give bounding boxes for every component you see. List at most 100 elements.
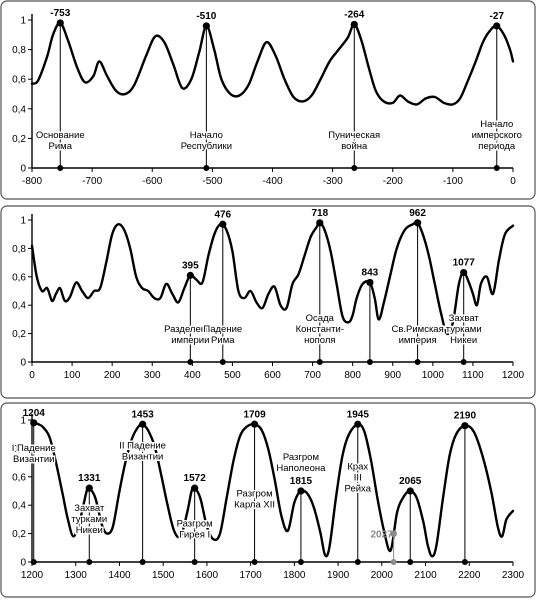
event-label: Осада Константи-нополя (296, 313, 344, 346)
peak-point (56, 19, 64, 27)
peak-point (366, 278, 374, 287)
event-label-line: II Падение (119, 440, 166, 451)
x-tick-label: 1100 (462, 370, 484, 381)
peak-point (461, 422, 469, 430)
x-tick-label: 1200 (21, 570, 44, 581)
x-tick-label: 0 (510, 176, 516, 187)
panel-frame (0, 0, 536, 200)
peak-label: 476 (214, 209, 231, 220)
chart-panel-1: 0 0,2 0,4 0,6 0,8 1 -800 -700 -600 -500 -400 -300 -2… (0, 0, 536, 200)
event-dot (139, 559, 146, 565)
peak-point (85, 484, 93, 492)
event-label-line: III (354, 473, 362, 484)
y-tick-label: 0,8 (12, 45, 26, 56)
event-label-line: Захват (74, 503, 105, 514)
event-dot (493, 165, 500, 171)
y-tick-label: 0,4 (12, 301, 26, 312)
event-label-line: нополя (304, 335, 335, 346)
event-label-line: Никеи (76, 525, 103, 536)
projection-label: 2027 (370, 530, 393, 541)
event-label-line: Константи- (296, 324, 344, 335)
event-dot (57, 165, 64, 171)
x-tick-label: -400 (262, 176, 282, 187)
x-tick-label: 2000 (371, 570, 394, 581)
event-label-line: периода (478, 141, 516, 152)
event-label-line: Начало (480, 119, 513, 130)
event-label-line: I Падение (12, 443, 56, 454)
x-tick-label: 700 (304, 370, 321, 381)
event-label-line: турками (71, 514, 107, 525)
x-tick-label: 1600 (196, 570, 219, 581)
x-tick-label: 2200 (458, 570, 481, 581)
y-tick-label: 1 (20, 16, 26, 27)
x-tick-label: -100 (443, 176, 463, 187)
event-dot (414, 359, 421, 365)
event-label: Захват турками Никеи (71, 503, 107, 536)
event-label-line: Захват (449, 313, 480, 324)
peak-label: -510 (196, 11, 216, 22)
x-tick-label: 2100 (414, 570, 437, 581)
event-label-line: Рима (49, 141, 73, 152)
event-label-line: Разгром (283, 452, 319, 463)
y-tick-label: 0,4 (12, 501, 26, 512)
x-tick-label: 400 (184, 370, 201, 381)
peak-label: 718 (311, 208, 328, 219)
x-tick-label: 1700 (240, 570, 263, 581)
event-label-line: империя (399, 335, 437, 346)
event-label: Основание Рима (36, 130, 85, 152)
event-label-line: Византии (122, 451, 164, 462)
y-tick-label: 0,2 (12, 529, 26, 540)
peak-point (406, 487, 414, 495)
y-tick-label: 0,8 (12, 444, 26, 455)
peak-point (191, 484, 199, 492)
peak-label: 2065 (399, 476, 422, 487)
peak-point (354, 420, 362, 428)
peak-label: 1815 (290, 476, 313, 487)
event-label: Начало имперского периода (472, 119, 522, 152)
peak-point (316, 219, 324, 227)
series-line (30, 421, 515, 558)
event-label: I Падение Византии (12, 443, 56, 465)
peak-label: -264 (344, 9, 364, 20)
series-line (30, 220, 515, 336)
event-dot (203, 165, 210, 171)
x-tick-label: 0 (29, 370, 35, 381)
event-label-line: Разделение (164, 324, 217, 335)
event-label: Разгром Гирея I (177, 519, 213, 541)
x-tick-label: -700 (82, 176, 102, 187)
event-label-line: Св.Римская (391, 324, 443, 335)
peak-point (30, 419, 38, 427)
event-label-line: Разгром (177, 519, 213, 530)
event-label: Разгром Наполеона (276, 452, 326, 474)
y-tick-label: 0,6 (12, 472, 26, 483)
peak-label: 1204 (23, 408, 46, 419)
event-label-line: война (341, 141, 368, 152)
x-tick-label: 900 (384, 370, 401, 381)
peak-label: -753 (50, 8, 70, 19)
event-dot (407, 559, 414, 565)
x-tick-label: 100 (64, 370, 81, 381)
x-tick-label: 500 (224, 370, 241, 381)
event-label-line: Разгром (237, 489, 273, 500)
event-dot (251, 559, 258, 565)
peak-label: 1572 (184, 473, 207, 484)
event-label: II Падение Византии (119, 440, 166, 462)
y-tick-label: 1 (20, 416, 26, 427)
y-tick-label: 0,2 (12, 134, 26, 145)
event-label-line: Гирея I (179, 530, 210, 541)
event-label-line: Карла XII (234, 500, 275, 511)
event-label-line: Рейха (345, 484, 372, 495)
event-label: Начало Республики (181, 130, 232, 152)
event-label: Разгром Карла XII (234, 489, 275, 511)
event-dot (30, 559, 37, 565)
x-tick-label: -800 (22, 176, 42, 187)
x-tick-label: 2300 (502, 570, 525, 581)
chart-panel-2: 0 0,2 0,4 0,6 0,8 1 0 100 200 300 400 500 600 700 800 9… (0, 205, 536, 399)
peak-label: 1077 (453, 258, 476, 269)
y-tick-label: 0 (20, 358, 26, 369)
peak-point (414, 219, 422, 227)
event-label-line: Пуническая (328, 130, 380, 141)
projection-point (390, 530, 398, 537)
event-label-line: Осада (306, 313, 335, 324)
